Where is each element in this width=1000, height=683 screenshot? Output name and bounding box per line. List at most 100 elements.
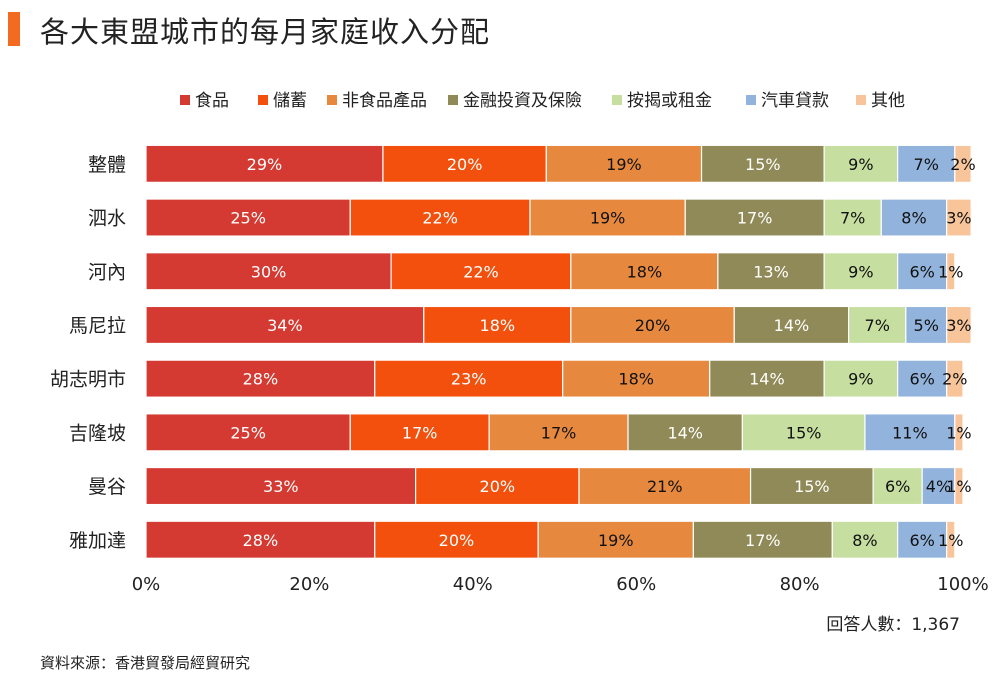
data-label-r2-s4: 17% <box>737 209 773 228</box>
data-label-r1-s3: 19% <box>606 155 642 174</box>
bar-segment-r5-s3 <box>562 359 711 398</box>
data-label-r7-s1: 33% <box>263 477 299 496</box>
data-label-r6-s6: 11% <box>892 423 928 442</box>
data-label-r3-s5: 9% <box>848 262 873 281</box>
data-label-r1-s5: 9% <box>848 155 873 174</box>
category-label-5: 胡志明市 <box>50 369 126 391</box>
data-label-r2-s7: 3% <box>946 209 971 228</box>
x-tick-label-2: 20% <box>289 574 329 595</box>
data-label-r3-s6: 6% <box>909 262 934 281</box>
bar-segment-r5-s2 <box>374 359 564 398</box>
bar-segment-r2-s5 <box>823 198 882 237</box>
bar-segment-r3-s2 <box>390 252 572 291</box>
bar-segment-r6-s6 <box>864 413 956 452</box>
data-label-r7-s6: 4% <box>926 477 951 496</box>
data-label-r3-s3: 18% <box>627 262 663 281</box>
data-label-r8-s2: 20% <box>439 531 475 550</box>
bar-segment-r1-s4 <box>700 144 825 183</box>
data-label-r3-s7: 1% <box>938 262 963 281</box>
category-label-8: 雅加達 <box>69 530 126 552</box>
data-label-r4-s5: 7% <box>865 316 890 335</box>
title-accent-bar <box>8 12 20 46</box>
legend-swatch-6 <box>746 95 756 105</box>
bar-segment-r3-s5 <box>823 252 899 291</box>
bar-segment-r4-s7 <box>946 305 972 345</box>
chart-legend: 食品 儲蓄 非食品產品 金融投資及保險 按揭或租金 汽車貸款 其他 <box>180 91 905 111</box>
category-label-7: 曼谷 <box>88 476 126 498</box>
legend-swatch-4 <box>448 95 458 105</box>
bar-segment-r3-s7 <box>946 252 956 291</box>
data-label-r1-s7: 2% <box>950 155 975 174</box>
legend-swatch-3 <box>327 95 337 105</box>
data-label-r7-s3: 21% <box>647 477 683 496</box>
legend-swatch-5 <box>612 95 622 105</box>
bar-segment-r8-s1 <box>145 520 376 559</box>
data-label-r8-s7: 1% <box>938 531 963 550</box>
data-label-r6-s3: 17% <box>541 423 577 442</box>
data-label-r8-s5: 8% <box>852 531 877 550</box>
page-title: 各大東盟城市的每月家庭收入分配 <box>40 15 491 49</box>
data-label-r2-s1: 25% <box>230 209 266 228</box>
bar-segment-r7-s7 <box>954 466 964 506</box>
bar-segment-r8-s2 <box>374 520 539 559</box>
data-label-r4-s2: 18% <box>480 316 516 335</box>
category-label-1: 整體 <box>88 154 126 176</box>
bar-segment-r8-s6 <box>897 520 948 559</box>
bar-segment-r4-s4 <box>733 305 850 345</box>
legend-swatch-7 <box>856 95 866 105</box>
data-label-r1-s4: 15% <box>745 155 781 174</box>
data-label-r1-s6: 7% <box>914 155 939 174</box>
legend-label-7: 其他 <box>871 91 905 111</box>
legend-label-3: 非食品產品 <box>342 91 427 111</box>
data-label-r8-s4: 17% <box>745 531 781 550</box>
data-label-r4-s1: 34% <box>267 316 303 335</box>
legend-label-4: 金融投資及保險 <box>463 91 582 111</box>
data-label-r5-s3: 18% <box>618 370 654 389</box>
data-label-r8-s1: 28% <box>243 531 279 550</box>
bar-segment-r4-s6 <box>905 305 948 345</box>
data-label-r3-s1: 30% <box>251 262 287 281</box>
legend-label-2: 儲蓄 <box>273 91 307 111</box>
data-label-r5-s7: 2% <box>942 370 967 389</box>
x-tick-label-6: 100% <box>937 574 988 595</box>
bar-segment-r5-s5 <box>823 359 899 398</box>
bar-segment-r3-s3 <box>570 252 719 291</box>
data-label-r6-s2: 17% <box>402 423 438 442</box>
bar-segment-r3-s6 <box>897 252 948 291</box>
data-label-r6-s7: 1% <box>946 423 971 442</box>
respondent-count: 回答人數：1,367 <box>826 615 960 635</box>
source-note: 資料來源：香港貿發局經貿研究 <box>40 654 251 672</box>
data-label-r4-s7: 3% <box>946 316 971 335</box>
bar-segment-r2-s2 <box>349 198 531 237</box>
legend-swatch-2 <box>258 95 268 105</box>
bar-segment-r7-s6 <box>921 466 956 506</box>
data-label-r5-s6: 6% <box>909 370 934 389</box>
data-label-r5-s1: 28% <box>243 370 279 389</box>
bar-segment-r6-s4 <box>627 413 744 452</box>
bar-segment-r1-s6 <box>897 144 956 183</box>
data-label-r7-s4: 15% <box>794 477 830 496</box>
data-label-r3-s4: 13% <box>753 262 789 281</box>
data-label-r4-s4: 14% <box>774 316 810 335</box>
legend-label-1: 食品 <box>195 91 229 111</box>
legend-label-6: 汽車貸款 <box>761 91 829 111</box>
data-label-r6-s1: 25% <box>230 423 266 442</box>
chart-bars: 29% 20% 19% 15% 9% 7% 2% 25% 22% 19% 17% 7% 8% 3% 30% 2… <box>145 144 976 559</box>
bar-segment-r6-s5 <box>741 413 866 452</box>
bar-segment-r4-s1 <box>145 305 425 345</box>
chart-x-ticks: 0% 20% 40% 60% 80% 100% <box>132 574 989 595</box>
bar-segment-r2-s1 <box>145 198 351 237</box>
bar-segment-r2-s4 <box>684 198 825 237</box>
data-label-r8-s3: 19% <box>598 531 634 550</box>
bar-segment-r2-s7 <box>946 198 972 237</box>
category-label-2: 泗水 <box>88 208 126 230</box>
data-label-r7-s2: 20% <box>480 477 516 496</box>
category-label-6: 吉隆坡 <box>69 422 126 444</box>
bar-segment-r6-s1 <box>145 413 351 452</box>
x-tick-label-4: 60% <box>616 574 656 595</box>
bar-segment-r6-s7 <box>954 413 964 452</box>
data-label-r1-s1: 29% <box>247 155 283 174</box>
bar-segment-r4-s3 <box>570 305 735 345</box>
